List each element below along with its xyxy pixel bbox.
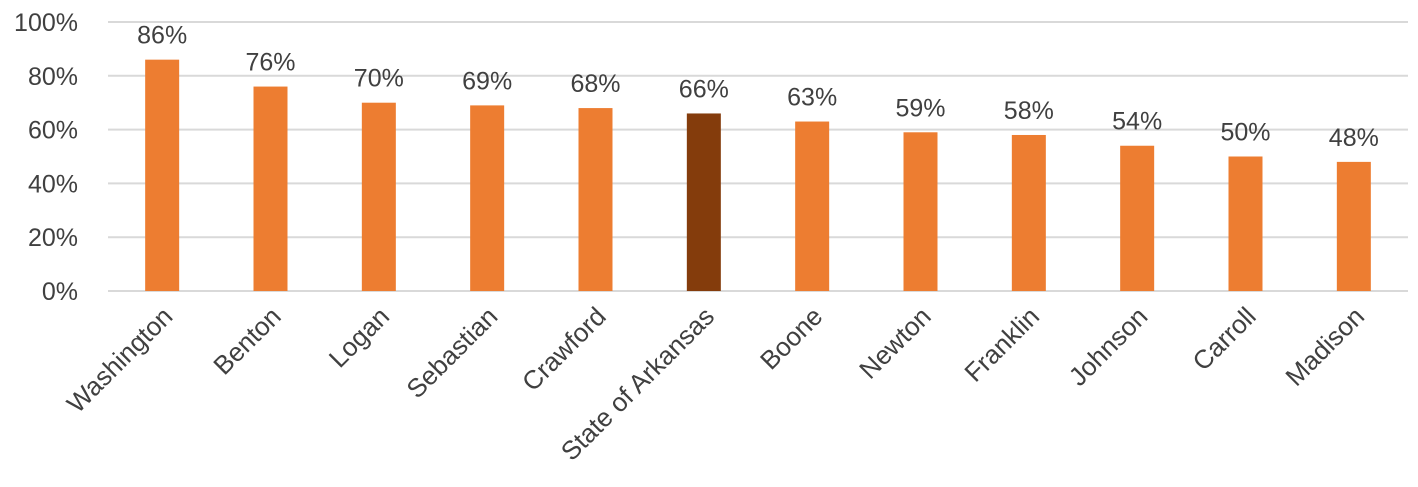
- data-label: 76%: [245, 49, 295, 77]
- category-label: Boone: [754, 301, 828, 375]
- data-label: 63%: [787, 84, 837, 112]
- data-label: 68%: [570, 70, 620, 98]
- bars: [145, 59, 1371, 292]
- bar-sebastian: [470, 105, 505, 291]
- y-tick-label: 20%: [28, 224, 78, 252]
- category-label: Benton: [207, 301, 286, 380]
- category-label: Madison: [1279, 301, 1370, 392]
- bar-washington: [145, 59, 180, 291]
- bar-johnson: [1120, 145, 1155, 291]
- data-label: 48%: [1329, 124, 1379, 152]
- y-axis-tick-labels: 0% 20% 40% 60% 80% 100%: [14, 9, 78, 306]
- y-tick-label: 80%: [28, 63, 78, 91]
- data-label: 58%: [1004, 97, 1054, 125]
- bar-madison: [1336, 161, 1371, 291]
- y-tick-label: 0%: [42, 278, 78, 306]
- bar-carroll: [1228, 156, 1263, 291]
- category-label: Newton: [853, 301, 937, 385]
- y-tick-label: 100%: [14, 9, 78, 37]
- category-label: Logan: [323, 301, 395, 373]
- data-label: 70%: [354, 65, 404, 93]
- gridlines: [108, 21, 1408, 292]
- bar-logan: [361, 102, 396, 291]
- bar-state-of-arkansas: [686, 113, 721, 292]
- data-label: 66%: [679, 75, 729, 103]
- bar-newton: [903, 132, 938, 291]
- category-label: Johnson: [1063, 301, 1154, 392]
- data-label: 59%: [895, 94, 945, 122]
- y-tick-label: 40%: [28, 170, 78, 198]
- category-label: Crawford: [516, 301, 612, 397]
- category-label: Washington: [61, 301, 179, 419]
- data-label: 50%: [1220, 119, 1270, 147]
- data-labels: 86% 76% 70% 69% 68% 66% 63% 59% 58% 54% 50% 48%: [137, 22, 1379, 152]
- category-labels: Washington Benton Logan Sebastian CrawfordSt…: [61, 301, 1370, 466]
- data-label: 86%: [137, 22, 187, 50]
- category-label: Sebastian: [400, 301, 503, 404]
- bar-crawford: [578, 108, 613, 291]
- data-label: 69%: [462, 67, 512, 95]
- category-label: Franklin: [958, 301, 1045, 388]
- bar-benton: [253, 86, 288, 291]
- bar-franklin: [1011, 134, 1046, 291]
- y-tick-label: 60%: [28, 117, 78, 145]
- category-label: Carroll: [1186, 301, 1261, 376]
- bar-boone: [795, 121, 830, 291]
- data-label: 54%: [1112, 108, 1162, 136]
